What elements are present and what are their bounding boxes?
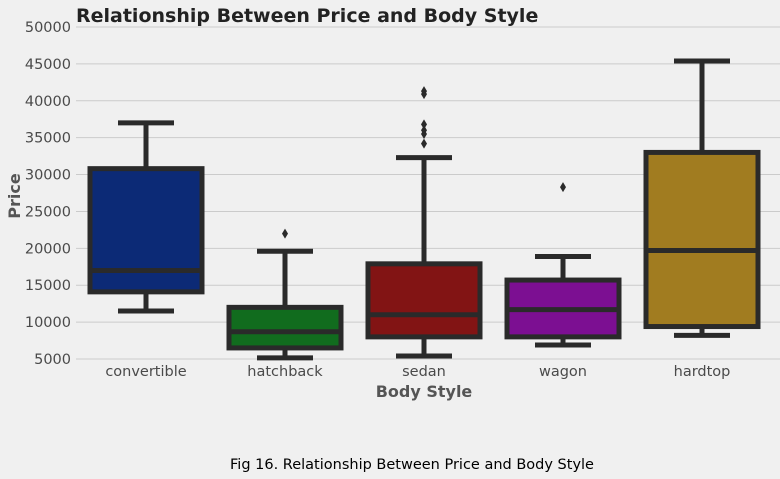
x-tick-label: wagon bbox=[539, 364, 587, 380]
outlier-marker bbox=[421, 86, 427, 97]
iqr-box bbox=[226, 304, 344, 351]
iqr-box bbox=[643, 149, 761, 330]
box-sedan bbox=[365, 86, 483, 359]
x-tick-label: convertible bbox=[105, 364, 186, 380]
x-tick-labels: convertible hatchback sedan wagon hardtop bbox=[105, 364, 730, 380]
y-tick-label: 5000 bbox=[34, 352, 71, 368]
box-wagon bbox=[504, 182, 622, 348]
y-tick-label: 35000 bbox=[25, 131, 71, 147]
outlier-marker bbox=[421, 119, 427, 130]
y-tick-label: 50000 bbox=[25, 20, 71, 36]
chart-title: Relationship Between Price and Body Styl… bbox=[76, 5, 538, 27]
box-convertible bbox=[87, 120, 205, 314]
x-tick-label: sedan bbox=[402, 364, 446, 380]
iqr-box bbox=[365, 261, 483, 340]
figure-caption: Fig 16. Relationship Between Price and B… bbox=[230, 457, 594, 473]
outlier-marker bbox=[421, 125, 427, 136]
y-tick-label: 45000 bbox=[25, 57, 71, 73]
y-tick-label: 25000 bbox=[25, 204, 71, 220]
boxes bbox=[87, 58, 761, 361]
y-tick-label: 30000 bbox=[25, 168, 71, 184]
outlier-marker bbox=[421, 138, 427, 149]
box-hatchback bbox=[226, 228, 344, 361]
iqr-box bbox=[87, 166, 205, 295]
box-hardtop bbox=[643, 58, 761, 338]
y-axis-title: Price bbox=[5, 173, 24, 219]
y-tick-labels: 5000 10000 15000 20000 25000 30000 35000 40000 4… bbox=[25, 20, 71, 368]
x-axis-title: Body Style bbox=[376, 382, 473, 401]
outlier-marker bbox=[282, 228, 288, 239]
x-tick-label: hardtop bbox=[674, 364, 731, 380]
y-tick-label: 15000 bbox=[25, 278, 71, 294]
y-tick-label: 20000 bbox=[25, 241, 71, 257]
x-tick-label: hatchback bbox=[247, 364, 323, 380]
outlier-marker bbox=[560, 182, 566, 193]
y-tick-label: 10000 bbox=[25, 315, 71, 331]
y-tick-label: 40000 bbox=[25, 94, 71, 110]
